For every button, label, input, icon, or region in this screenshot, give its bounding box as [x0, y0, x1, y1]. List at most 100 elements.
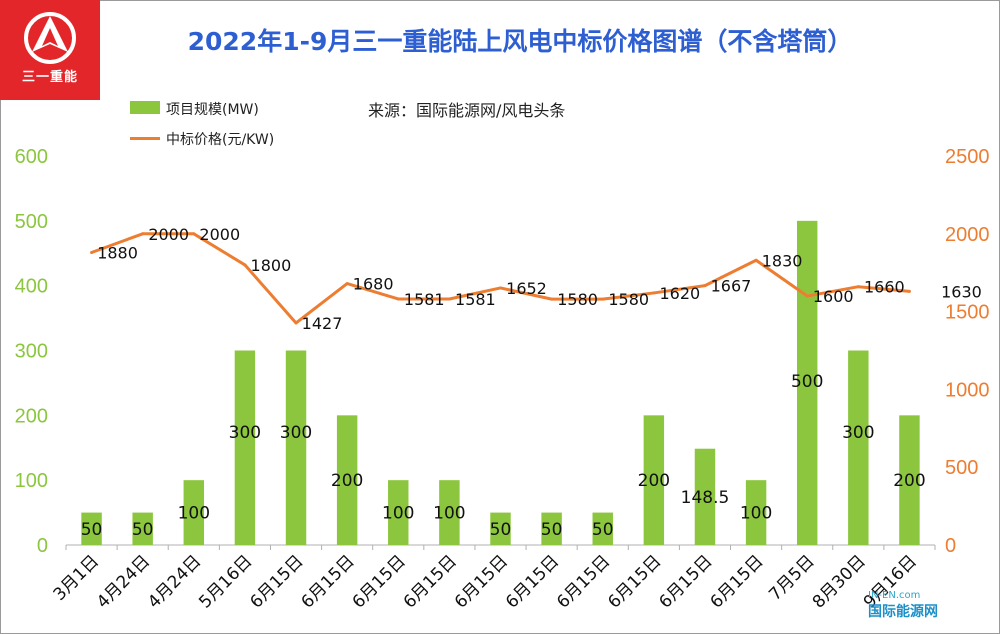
bar	[694, 448, 716, 545]
bar	[848, 350, 869, 545]
bar	[643, 415, 665, 545]
bar	[745, 480, 767, 545]
line-data-label: 1600	[813, 287, 854, 306]
price-point	[243, 263, 247, 267]
line-data-label: 1652	[506, 279, 547, 298]
legend-bar-swatch	[130, 101, 160, 114]
y-right-tick-label: 2000	[945, 224, 990, 246]
x-tick-label: 6月15日	[553, 551, 614, 612]
y-left-tick-label: 600	[15, 146, 48, 168]
price-point	[907, 289, 911, 293]
bar	[183, 480, 205, 545]
x-tick-label: 6月15日	[246, 551, 307, 612]
y-left-tick-label: 200	[15, 405, 48, 427]
bar-data-label: 200	[638, 471, 670, 491]
price-point	[856, 285, 860, 289]
bar-data-label: 300	[280, 423, 312, 443]
line-data-label: 1581	[455, 290, 496, 309]
x-tick-label: 6月15日	[400, 551, 461, 612]
y-left-tick-label: 300	[15, 341, 48, 363]
bar	[388, 480, 409, 545]
x-tick-label: 6月15日	[604, 551, 665, 612]
x-tick-label: 8月30日	[809, 551, 870, 612]
source-note: 来源：国际能源网/风电头条	[368, 101, 566, 120]
bar-data-label: 50	[541, 520, 563, 540]
price-point	[447, 297, 451, 301]
line-data-label: 1880	[97, 243, 138, 262]
line-data-label: 1680	[353, 275, 394, 294]
line-data-label: 1667	[711, 277, 752, 296]
bar-data-label: 300	[842, 423, 874, 443]
line-data-label: 2000	[199, 225, 240, 244]
logo-text: 三一重能	[21, 70, 78, 85]
y-right-tick-label: 1500	[945, 302, 990, 324]
price-point	[396, 297, 400, 301]
x-tick-label: 6月15日	[451, 551, 512, 612]
bar	[796, 220, 818, 546]
x-tick-label: 4月24日	[93, 551, 154, 612]
bar-data-label: 100	[382, 504, 414, 524]
line-data-label: 1800	[251, 256, 292, 275]
x-tick-label: 6月15日	[298, 551, 359, 612]
bar	[490, 512, 511, 545]
chart-title: 2022年1-9月三一重能陆上风电中标价格图谱（不含塔筒）	[187, 27, 853, 56]
legend-line-label: 中标价格(元/KW)	[166, 132, 275, 148]
x-tick-label: 4月24日	[144, 551, 205, 612]
line-data-label: 1581	[404, 290, 445, 309]
bar-data-label: 500	[791, 372, 823, 392]
x-tick-label: 6月15日	[502, 551, 563, 612]
bar	[592, 512, 613, 545]
line-data-label: 2000	[148, 225, 189, 244]
y-right-tick-label: 1000	[945, 379, 990, 401]
price-point	[345, 282, 349, 286]
price-point	[652, 291, 656, 295]
line-data-label: 1660	[864, 278, 905, 297]
sany-logo: 三一重能	[0, 0, 100, 100]
x-tick-label: 6月15日	[706, 551, 767, 612]
bar	[336, 415, 358, 545]
watermark-text: 国际能源网	[868, 604, 938, 620]
bar	[541, 512, 562, 545]
price-point	[294, 321, 298, 325]
y-left-tick-label: 0	[37, 535, 48, 557]
line-data-label: 1630	[941, 282, 982, 301]
y-right-tick-label: 2500	[945, 146, 990, 168]
price-point	[550, 297, 554, 301]
bar	[234, 350, 256, 545]
y-right-tick-label: 0	[945, 535, 956, 557]
price-line	[91, 232, 910, 325]
bar	[439, 480, 460, 545]
bar-data-label: 50	[81, 520, 103, 540]
line-data-label: 1830	[762, 251, 803, 270]
legend-line-swatch	[130, 137, 160, 140]
line-data-label: 1580	[557, 290, 598, 309]
sany-logo-mark	[24, 12, 76, 64]
price-point	[90, 250, 94, 254]
bar-data-label: 50	[592, 520, 614, 540]
price-point	[805, 294, 809, 298]
bar-data-label: 100	[178, 504, 210, 524]
legend-bar-label: 项目规模(MW)	[166, 102, 259, 118]
bar-data-label: 50	[490, 520, 512, 540]
price-point	[141, 232, 145, 236]
watermark: IN-EN.com 国际能源网	[868, 590, 938, 621]
line-data-label: 1427	[302, 314, 343, 333]
bar	[132, 512, 153, 545]
y-right-tick-label: 500	[945, 457, 978, 479]
watermark-url: IN-EN.com	[868, 590, 921, 601]
y-left-tick-label: 400	[15, 276, 48, 298]
price-point	[499, 286, 502, 290]
x-tick-label: 5月16日	[195, 551, 256, 612]
bar-data-label: 200	[893, 471, 925, 491]
line-data-label: 1620	[659, 284, 700, 303]
bar-data-label: 148.5	[681, 488, 730, 508]
line-data-label: 1580	[608, 290, 649, 309]
bar	[81, 512, 102, 545]
bar-data-label: 50	[132, 520, 154, 540]
y-left-tick-label: 100	[15, 470, 48, 492]
price-point	[754, 258, 758, 262]
bar	[285, 350, 307, 545]
y-left-tick-label: 500	[15, 211, 48, 233]
price-point	[601, 297, 605, 301]
